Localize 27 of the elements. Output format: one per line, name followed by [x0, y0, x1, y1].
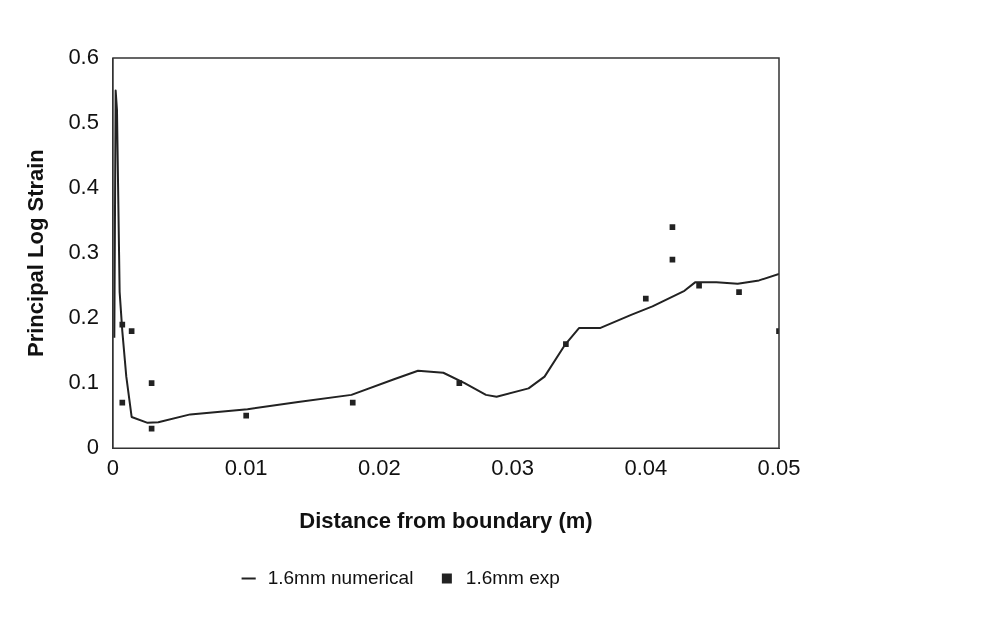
- point: [349, 399, 356, 406]
- x-tick-label: 0.03: [491, 455, 535, 481]
- legend-label: 1.6mm numerical: [267, 566, 414, 588]
- point: [148, 425, 155, 432]
- x-tick-label: 0: [106, 455, 120, 481]
- x-axis-title: Distance from boundary (m): [299, 507, 593, 533]
- x-tick-label: 0.01: [224, 455, 268, 481]
- y-tick-label: 0.3: [68, 239, 99, 265]
- point: [696, 282, 702, 289]
- point: [243, 412, 250, 419]
- x-tick-label: 0.05: [757, 455, 801, 481]
- legend-label: 1.6mm exp: [465, 566, 560, 588]
- y-tick-label: 0.2: [68, 304, 99, 330]
- point: [119, 399, 126, 406]
- point: [148, 380, 155, 386]
- point: [736, 289, 742, 295]
- x-tick-label: 0.04: [624, 455, 668, 481]
- point: [669, 224, 676, 230]
- x-tick-label: 0.02: [357, 455, 401, 481]
- point: [128, 328, 135, 334]
- y-tick-label: 0.1: [68, 369, 99, 395]
- y-tick-label: 0.6: [68, 44, 99, 70]
- point: [642, 295, 649, 302]
- y-tick-label: 0.4: [68, 174, 99, 200]
- y-axis-title: Principal Log Strain: [23, 149, 49, 358]
- y-tick-label: 0.5: [68, 109, 99, 135]
- y-tick-label: 0: [86, 434, 99, 460]
